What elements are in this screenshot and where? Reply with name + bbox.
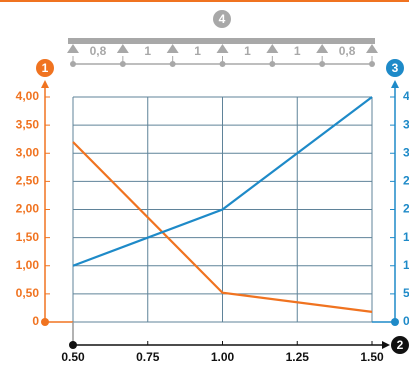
x-tick-label: 0.50 [61,350,85,364]
y2-tick-label: 2 [403,174,409,188]
y-tick-label: 0,50 [16,286,40,300]
dimension-dot [119,61,126,67]
y2-tick-label: 4 [403,89,409,103]
badge-label: 3 [392,61,399,75]
y-axis-arrow [41,80,49,88]
y-tick-label: 1,00 [16,258,40,272]
x-tick-label: 1.00 [211,350,235,364]
support [366,44,378,53]
badge [213,10,231,28]
support [316,44,329,53]
badge-label: 4 [219,12,226,26]
y-tick-label: 3,00 [16,145,40,159]
span-label: 1 [144,44,151,58]
support [216,44,229,53]
top-border [0,0,409,2]
support [266,44,279,53]
span-label: 0,8 [339,44,356,58]
badge [36,59,54,77]
series-line [72,96,373,267]
series-line [72,141,373,313]
span-label: 1 [244,44,251,58]
y2-tick-label: 3 [403,145,409,159]
dimension-dot [319,61,326,67]
x-axis-arrow [382,341,390,349]
x-tick-label: 1.50 [360,350,384,364]
span-label: 1 [294,44,301,58]
beam [68,38,375,44]
y2-tick-label: 1 [403,258,409,272]
y2-tick-label: 2 [403,202,409,216]
y-tick-label: 3,50 [16,117,40,131]
dimension-dot [169,61,176,67]
y-tick-label: 2,00 [16,202,40,216]
y-tick-label: 2,50 [16,174,40,188]
span-label: 1 [194,44,201,58]
y-tick-label: 4,00 [16,89,40,103]
y-tick-label: 1,50 [16,230,40,244]
support [67,44,79,53]
dimension-dot [70,61,76,67]
y2-tick-label: 5 [403,286,409,300]
beam-diagram: 4 [68,10,375,44]
badge [391,336,409,354]
x-tick-label: 1.25 [286,350,310,364]
dimension-dot [219,61,226,67]
y2-tick-label: 3 [403,117,409,131]
badge-label: 1 [42,61,49,75]
y2-axis-arrow [391,80,399,88]
y2-tick-label: 1 [403,230,409,244]
dimension-dot [269,61,276,67]
y2-tick-label: 0 [403,314,409,328]
badge [386,59,404,77]
support [166,44,179,53]
support [116,44,129,53]
span-label: 0,8 [90,44,107,58]
badge-label: 2 [397,338,404,352]
x-tick-label: 0.75 [136,350,160,364]
y-tick-label: 0 [32,314,39,328]
dimension-dot [369,61,375,67]
